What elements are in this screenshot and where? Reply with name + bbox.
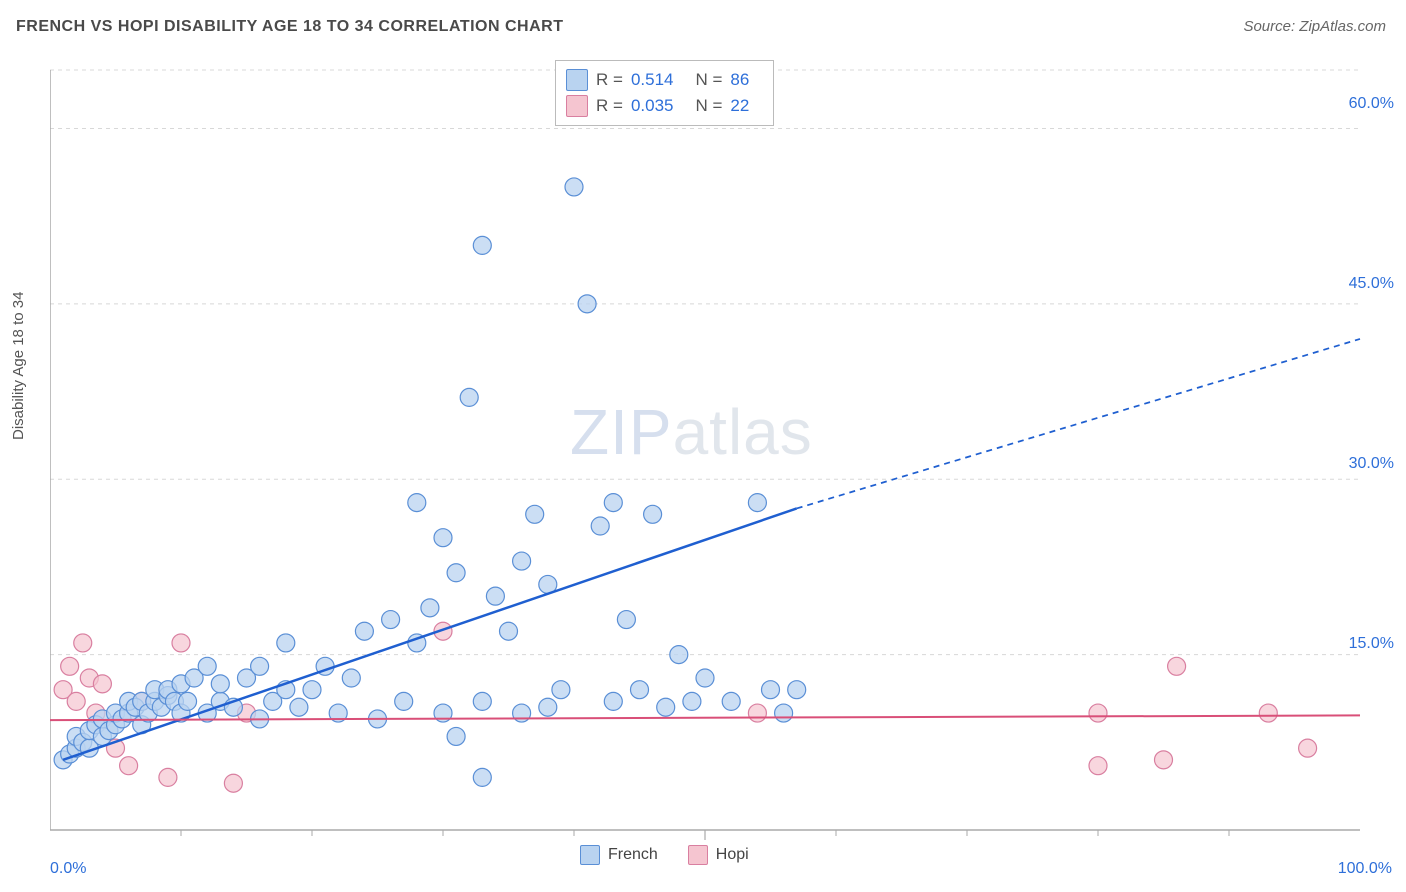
x-axis-min-label: 0.0% [50, 860, 86, 878]
y-tick-15: 15.0% [1349, 635, 1394, 653]
n-value-french: 86 [730, 70, 749, 90]
n-label: N = [695, 96, 722, 116]
legend-label-french: French [608, 846, 658, 863]
scatter-svg [50, 50, 1390, 840]
y-tick-60: 60.0% [1349, 95, 1394, 113]
legend-stats-row-french: R = 0.514 N = 86 [566, 67, 763, 93]
chart-container: FRENCH VS HOPI DISABILITY AGE 18 TO 34 C… [0, 0, 1406, 892]
r-label: R = [596, 70, 623, 90]
chart-title: FRENCH VS HOPI DISABILITY AGE 18 TO 34 C… [16, 18, 563, 36]
r-value-french: 0.514 [631, 70, 674, 90]
legend-stats-row-hopi: R = 0.035 N = 22 [566, 93, 763, 119]
plot-area [50, 50, 1390, 840]
y-axis-label: Disability Age 18 to 34 [10, 292, 27, 440]
legend-swatch-hopi [566, 95, 588, 117]
y-tick-45: 45.0% [1349, 275, 1394, 293]
n-value-hopi: 22 [730, 96, 749, 116]
source-label: Source: ZipAtlas.com [1243, 18, 1386, 35]
legend-swatch-hopi-icon [688, 845, 708, 865]
x-axis-max-label: 100.0% [1338, 860, 1392, 878]
legend-swatch-french [566, 69, 588, 91]
legend-stats: R = 0.514 N = 86 R = 0.035 N = 22 [555, 60, 774, 126]
legend-label-hopi: Hopi [716, 846, 749, 863]
n-label: N = [695, 70, 722, 90]
legend-item-hopi: Hopi [688, 845, 749, 865]
legend-item-french: French [580, 845, 658, 865]
y-tick-30: 30.0% [1349, 455, 1394, 473]
legend-series: French Hopi [580, 845, 749, 865]
legend-swatch-french-icon [580, 845, 600, 865]
r-value-hopi: 0.035 [631, 96, 674, 116]
r-label: R = [596, 96, 623, 116]
